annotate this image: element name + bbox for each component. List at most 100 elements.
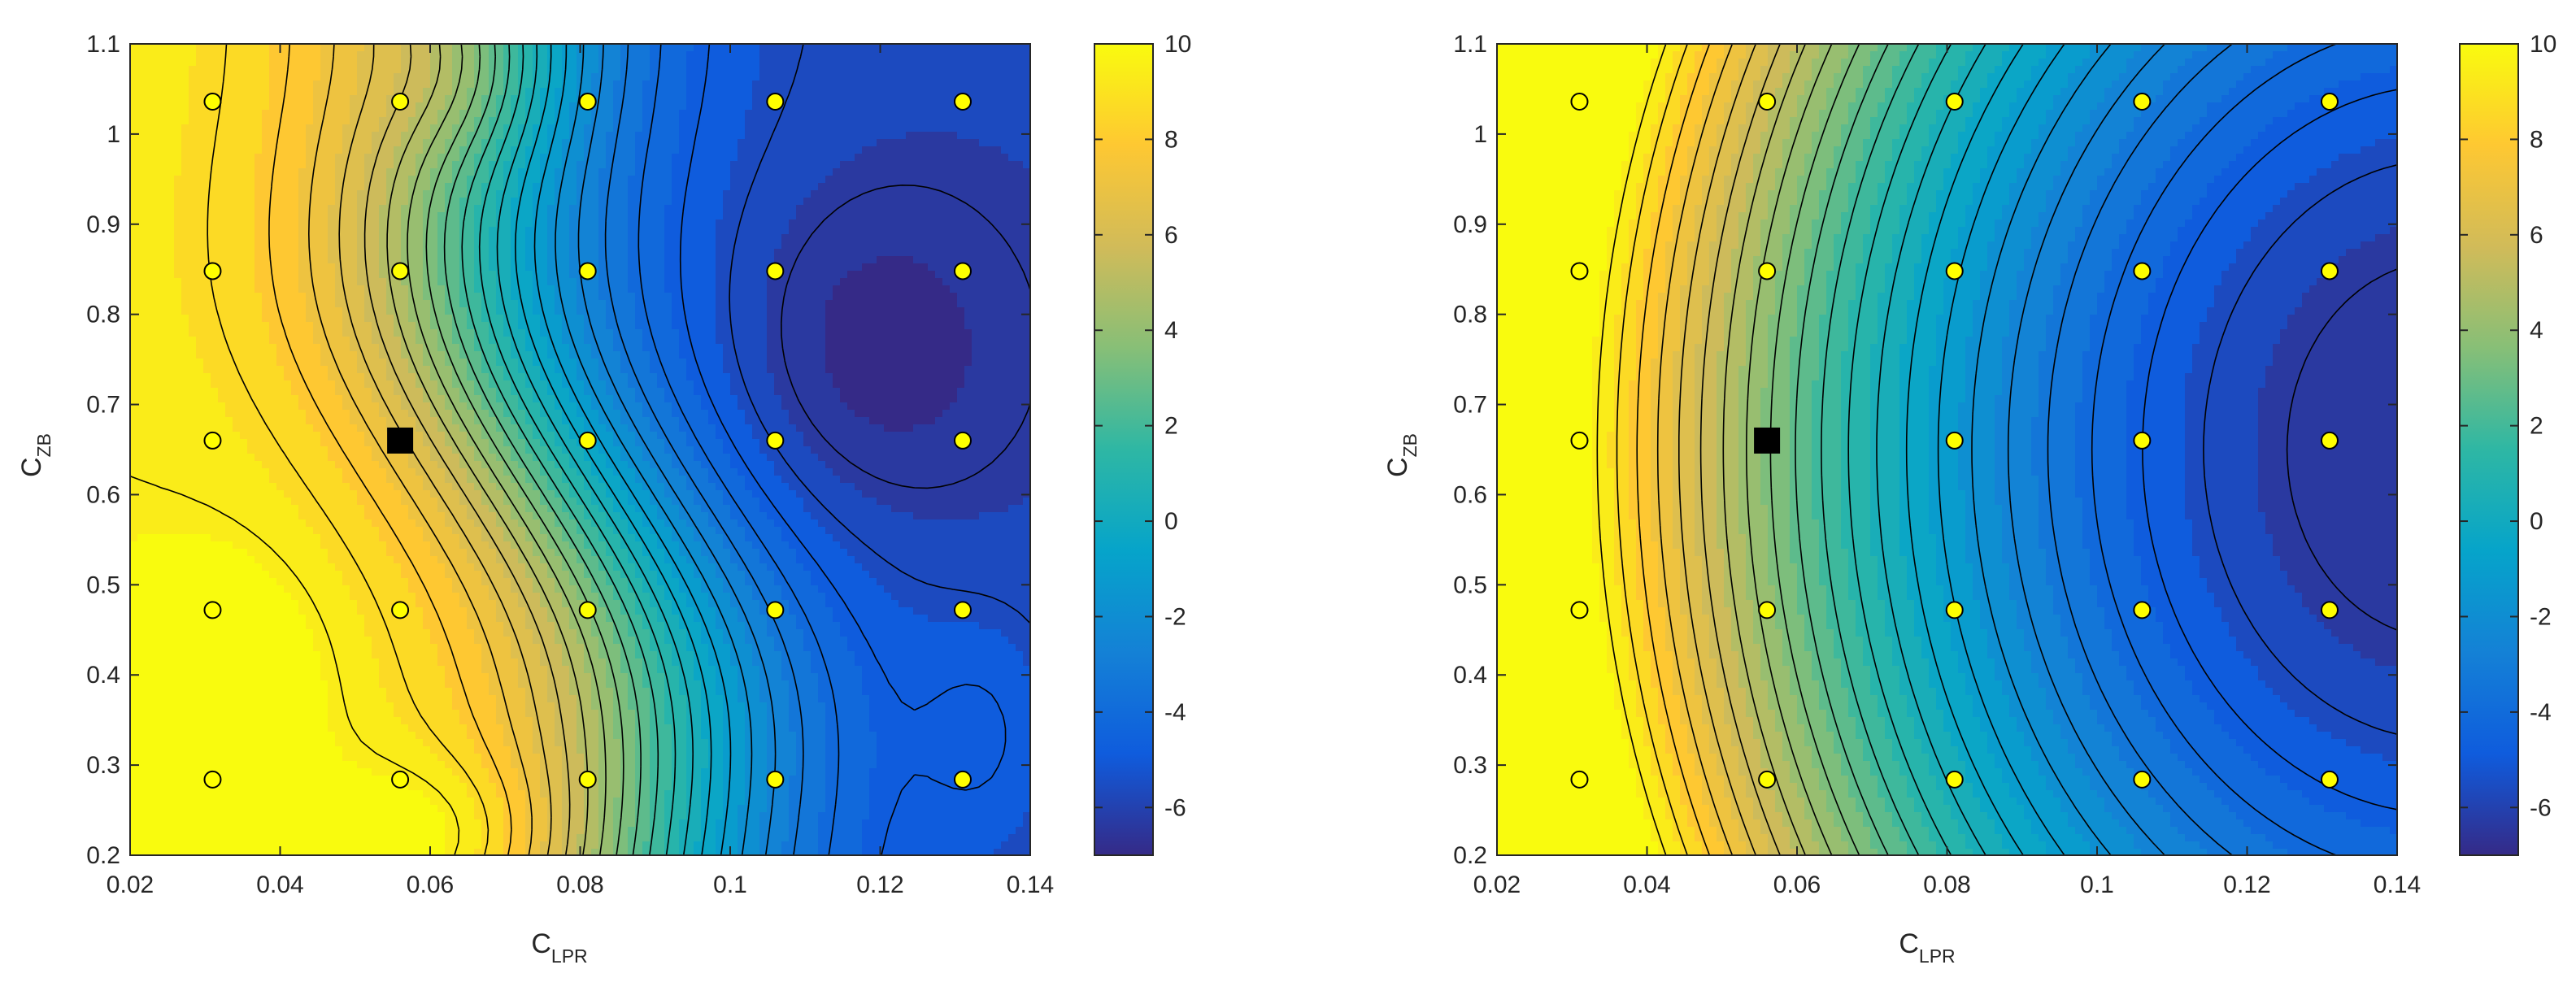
contour-cell	[803, 249, 812, 257]
contour-cell	[591, 183, 599, 191]
contour-cell	[481, 80, 490, 89]
contour-cell	[716, 234, 724, 242]
contour-cell	[920, 263, 929, 272]
contour-cell	[613, 234, 621, 242]
contour-cell	[781, 176, 790, 184]
contour-cell	[1008, 44, 1016, 52]
contour-cell	[869, 307, 877, 315]
contour-cell	[781, 198, 790, 206]
contour-cell	[899, 102, 907, 111]
contour-cell	[957, 190, 965, 198]
contour-cell	[218, 307, 226, 315]
contour-cell	[159, 80, 168, 89]
contour-cell	[745, 95, 753, 103]
contour-cell	[291, 59, 299, 67]
contour-cell	[906, 88, 914, 96]
contour-cell	[408, 241, 416, 250]
contour-cell	[437, 176, 446, 184]
contour-cell	[445, 51, 453, 59]
contour-cell	[701, 176, 709, 184]
contour-cell	[899, 241, 907, 250]
contour-cell	[701, 66, 709, 74]
contour-cell	[145, 161, 153, 169]
contour-cell	[196, 183, 204, 191]
contour-cell	[672, 154, 680, 162]
contour-cell	[437, 190, 446, 198]
contour-cell	[423, 212, 431, 220]
contour-cell	[759, 329, 768, 337]
contour-cell	[218, 80, 226, 89]
contour-cell	[723, 300, 731, 308]
contour-cell	[203, 307, 211, 315]
contour-cell	[357, 278, 365, 286]
contour-cell	[1016, 329, 1024, 337]
contour-cell	[452, 110, 460, 118]
contour-cell	[759, 285, 768, 293]
contour-cell	[752, 80, 760, 89]
contour-cell	[650, 132, 658, 140]
contour-cell	[386, 44, 394, 52]
contour-cell	[459, 337, 468, 345]
contour-cell	[291, 66, 299, 74]
contour-cell	[481, 212, 490, 220]
contour-cell	[255, 307, 263, 315]
contour-cell	[708, 95, 716, 103]
contour-cell	[642, 219, 651, 228]
contour-cell	[357, 241, 365, 250]
contour-cell	[437, 219, 446, 228]
contour-cell	[364, 212, 372, 220]
contour-cell	[152, 315, 160, 323]
contour-cell	[650, 249, 658, 257]
contour-cell	[255, 73, 263, 81]
contour-cell	[430, 161, 438, 169]
contour-cell	[562, 249, 570, 257]
contour-cell	[657, 176, 665, 184]
contour-cell	[803, 198, 812, 206]
contour-cell	[145, 110, 153, 118]
contour-cell	[496, 44, 504, 52]
contour-cell	[225, 278, 233, 286]
contour-cell	[942, 322, 951, 330]
contour-cell	[423, 307, 431, 315]
contour-cell	[313, 256, 321, 264]
contour-cell	[525, 271, 533, 279]
contour-cell	[913, 146, 921, 154]
contour-cell	[613, 285, 621, 293]
contour-cell	[650, 146, 658, 154]
contour-cell	[247, 51, 255, 59]
contour-cell	[1016, 80, 1024, 89]
contour-cell	[935, 241, 943, 250]
contour-cell	[218, 139, 226, 147]
contour-cell	[877, 73, 885, 81]
contour-cell	[233, 51, 241, 59]
contour-cell	[386, 88, 394, 96]
contour-cell	[298, 190, 307, 198]
contour-cell	[818, 293, 826, 301]
contour-cell	[284, 59, 292, 67]
contour-cell	[957, 132, 965, 140]
contour-cell	[547, 73, 555, 81]
contour-cell	[1016, 146, 1024, 154]
contour-cell	[445, 322, 453, 330]
contour-cell	[313, 285, 321, 293]
contour-cell	[328, 176, 336, 184]
contour-cell	[459, 205, 468, 213]
contour-cell	[233, 139, 241, 147]
contour-cell	[716, 168, 724, 176]
contour-cell	[189, 256, 197, 264]
contour-cell	[159, 146, 168, 154]
contour-cell	[152, 249, 160, 257]
contour-cell	[233, 95, 241, 103]
contour-cell	[701, 256, 709, 264]
contour-cell	[906, 329, 914, 337]
contour-cell	[218, 102, 226, 111]
contour-cell	[255, 329, 263, 337]
contour-cell	[613, 124, 621, 133]
contour-cell	[716, 80, 724, 89]
contour-cell	[511, 227, 519, 235]
contour-cell	[511, 285, 519, 293]
contour-cell	[884, 307, 892, 315]
contour-cell	[555, 139, 563, 147]
contour-cell	[716, 102, 724, 111]
contour-cell	[547, 132, 555, 140]
